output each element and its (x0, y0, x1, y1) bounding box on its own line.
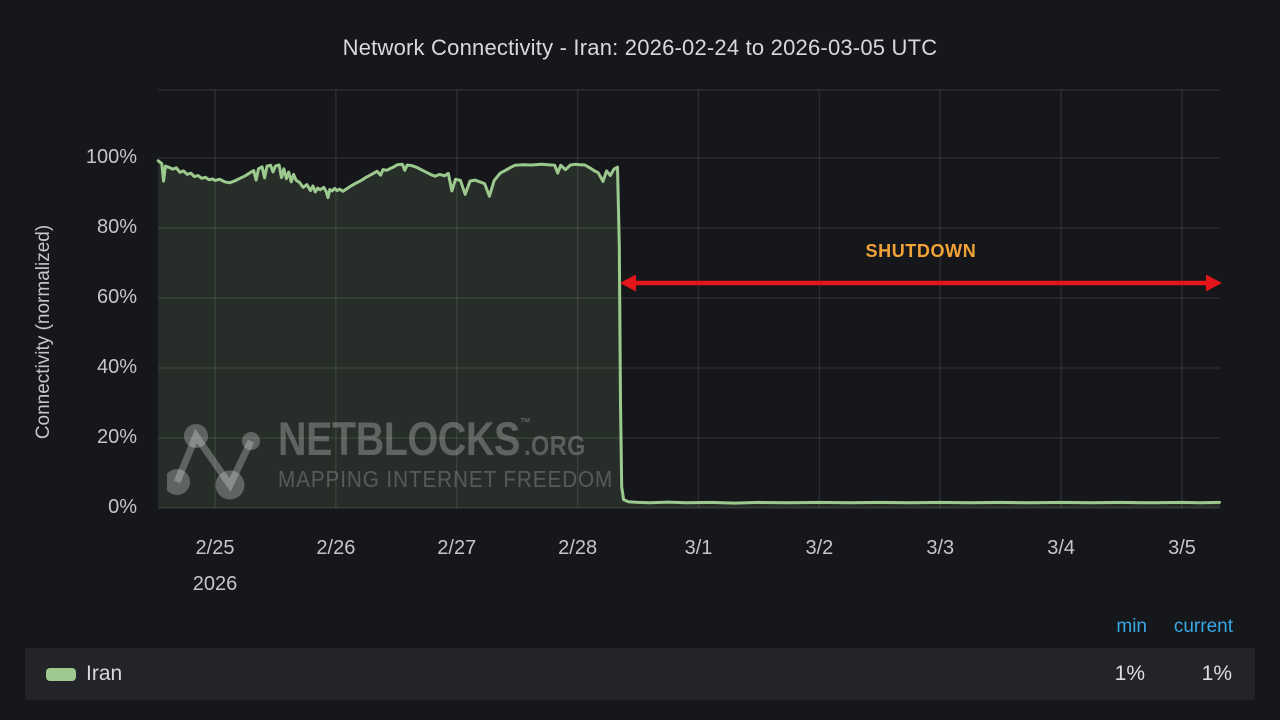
watermark-tagline: MAPPING INTERNET FREEDOM (278, 466, 614, 492)
x-tick-label: 2/27 (437, 537, 477, 559)
y-tick-label: 40% (96, 356, 137, 378)
watermark-brand: NETBLOCKS (278, 412, 520, 465)
legend-min-value: 1% (1114, 662, 1145, 685)
series-color-swatch (46, 667, 76, 681)
x-tick-label: 3/2 (805, 537, 834, 559)
legend-current-value: 1% (1201, 662, 1232, 685)
y-tick-label: 60% (96, 286, 137, 308)
watermark-domain-suffix: .ORG (524, 430, 586, 461)
trademark-symbol: ™ (519, 415, 531, 430)
series-name: Iran (86, 662, 123, 685)
x-tick-label: 2/25 (195, 537, 235, 559)
x-tick-label: 2/26 (316, 537, 356, 559)
x-tick-label: 3/1 (684, 537, 713, 559)
legend-row-iran: Iran 1% 1% (25, 648, 1255, 700)
shutdown-annotation-label: SHUTDOWN (865, 241, 977, 261)
legend-column-min: min (1116, 616, 1147, 637)
x-tick-label: 3/4 (1047, 537, 1076, 559)
x-tick-label: 2/28 (558, 537, 598, 559)
x-axis-year-label: 2026 (192, 573, 238, 595)
x-tick-label: 3/5 (1168, 537, 1196, 559)
watermark-brand-line: NETBLOCKS™.ORG (278, 415, 591, 462)
network-nodes-icon (167, 424, 260, 500)
netblocks-watermark: NETBLOCKS™.ORG MAPPING INTERNET FREEDOM (167, 413, 650, 505)
arrowhead-left (619, 274, 636, 292)
arrowhead-right (1205, 274, 1222, 292)
y-tick-label: 100% (85, 146, 137, 168)
chart-title: Network Connectivity - Iran: 2026-02-24 … (342, 35, 938, 60)
legend-column-current: current (1173, 616, 1233, 637)
x-tick-label: 3/3 (926, 537, 955, 559)
legend-header-row: min current (25, 616, 1255, 644)
y-tick-label: 0% (108, 496, 137, 518)
y-tick-label: 20% (96, 426, 137, 448)
y-tick-label: 80% (96, 216, 137, 238)
y-axis-title: Connectivity (normalized) (33, 224, 54, 440)
